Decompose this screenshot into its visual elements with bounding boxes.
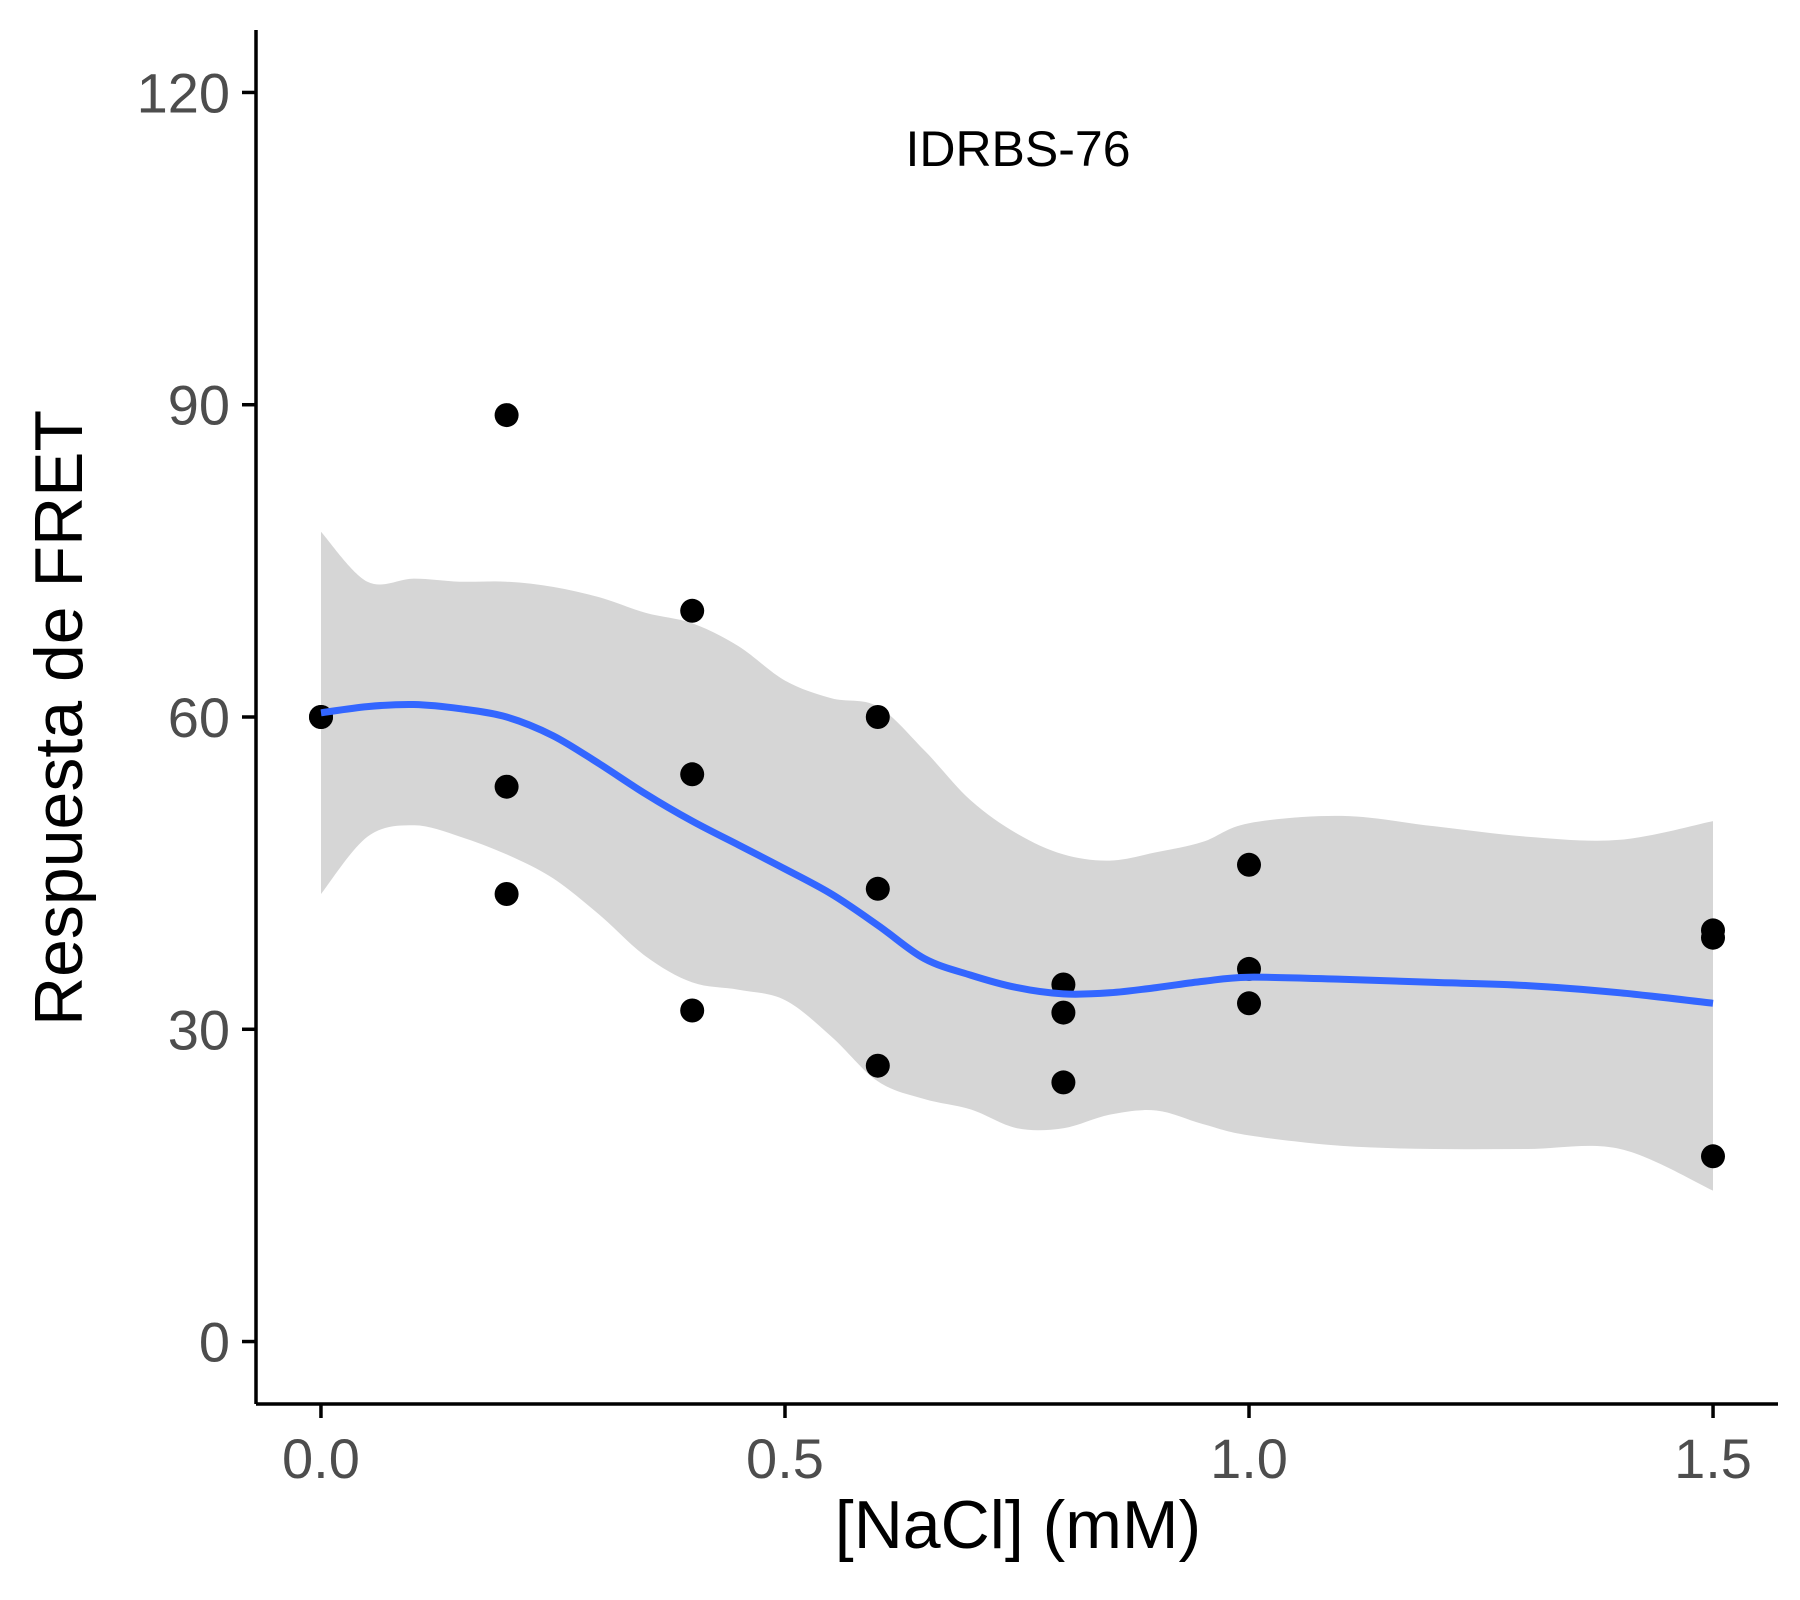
axes-layer: 0 30 60 90 120 0.0 0.5 1.0 1.5 (137, 30, 1778, 1490)
smooth-line (320, 700, 1714, 1007)
data-point (494, 403, 519, 428)
smooth-line-layer (320, 700, 1714, 1007)
plot-annotation: IDRBS-76 (905, 121, 1130, 177)
x-tick-label: 0.0 (282, 1427, 360, 1490)
data-point (1051, 1070, 1076, 1095)
y-axis-title: Respuesta de FRET (21, 410, 97, 1026)
y-tick-label: 120 (137, 61, 230, 124)
y-tick-label: 60 (168, 686, 230, 749)
x-tick-label: 1.5 (1674, 1427, 1752, 1490)
x-axis-title: [NaCl] (mM) (835, 1487, 1201, 1563)
y-tick-label: 0 (199, 1311, 230, 1374)
data-point (680, 998, 705, 1023)
data-point (494, 882, 519, 906)
confidence-band (321, 531, 1713, 1191)
data-point (494, 774, 519, 799)
data-point (1051, 1000, 1076, 1025)
y-tick-label: 30 (168, 998, 230, 1061)
x-tick-label: 0.5 (746, 1427, 824, 1490)
data-point (680, 762, 705, 787)
confidence-band-layer (321, 531, 1713, 1191)
data-point (1701, 925, 1725, 950)
data-point (1237, 852, 1261, 877)
data-point (865, 876, 890, 901)
data-point (1237, 991, 1261, 1016)
data-point (1701, 1144, 1725, 1169)
x-tick-label: 1.0 (1210, 1427, 1288, 1490)
data-point (865, 1053, 890, 1078)
y-tick-label: 90 (168, 374, 230, 437)
data-points-layer (309, 403, 1725, 1169)
data-point (680, 598, 705, 623)
data-point (865, 705, 890, 729)
